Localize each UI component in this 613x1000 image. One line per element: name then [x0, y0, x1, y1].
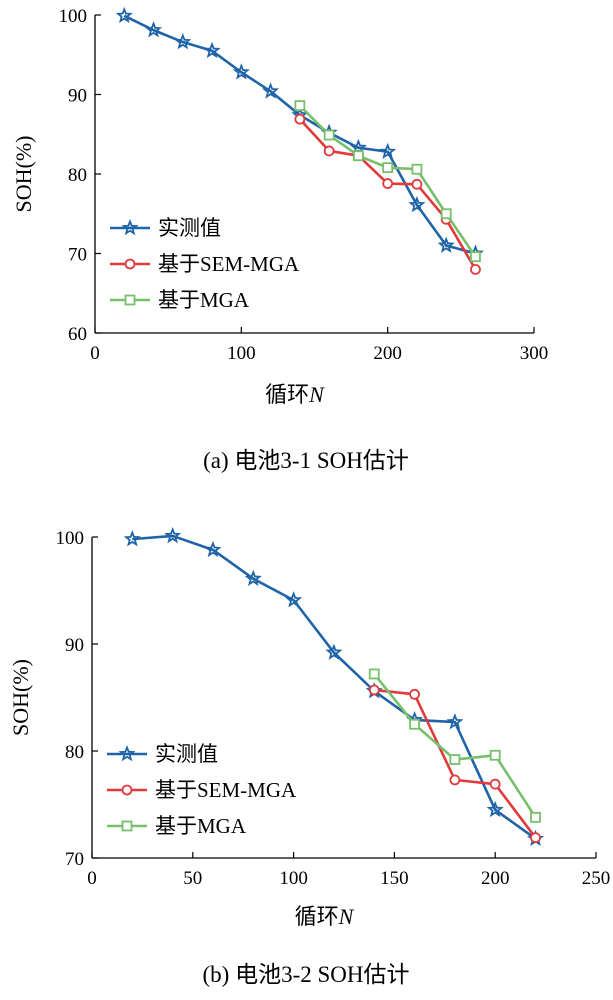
legend-marker: [124, 258, 136, 270]
x-tick-label: 250: [582, 868, 611, 889]
y-tick-label: 80: [68, 165, 87, 186]
data-point: [123, 530, 141, 547]
legend-label: 基于SEM-MGA: [158, 252, 300, 276]
legend-marker: [121, 820, 133, 832]
x-tick-label: 0: [90, 343, 100, 364]
data-point: [285, 591, 303, 608]
series-3: [368, 668, 541, 823]
series-line: [132, 534, 537, 840]
x-axis-title: 循环N: [265, 382, 325, 407]
data-point: [470, 251, 481, 263]
data-point: [294, 113, 306, 125]
legend-label: 基于SEM-MGA: [155, 778, 297, 802]
data-point: [382, 162, 394, 174]
x-tick-label: 100: [227, 343, 256, 364]
data-point: [446, 713, 464, 730]
data-point: [408, 196, 426, 213]
y-tick-label: 90: [65, 635, 84, 656]
series-3: [294, 100, 481, 263]
series-2: [294, 113, 481, 275]
y-tick-label: 100: [56, 528, 85, 549]
chart-caption: (b) 电池3-2 SOH估计: [203, 962, 410, 987]
x-axis-variable: N: [308, 382, 325, 407]
data-point: [262, 82, 280, 99]
chart-2: 70 80 90 100 0 50 100 150 200 250 SOH(%) 循环N 实测值基于SE…: [8, 526, 611, 987]
x-tick-label: 0: [87, 868, 97, 889]
data-point: [411, 178, 423, 190]
y-tick-label: 90: [68, 86, 87, 107]
data-point: [486, 800, 504, 818]
data-point: [323, 129, 335, 141]
data-point: [379, 142, 397, 160]
data-point: [164, 526, 182, 544]
y-axis-title: SOH(%): [8, 659, 33, 736]
y-tick-label: 80: [65, 742, 84, 763]
legend-label: 实测值: [155, 742, 218, 766]
series-2: [368, 684, 541, 844]
chart-1: 60 70 80 90 100 0 100 200 300 SOH(%) 循环N 实测值基于SEM-M…: [11, 6, 548, 473]
x-tick-label: 200: [481, 868, 510, 889]
x-axis-title: 循环N: [295, 904, 355, 929]
x-tick-label: 100: [279, 868, 308, 889]
x-axis-variable: N: [338, 904, 355, 929]
legend-marker: [118, 745, 136, 762]
data-point: [174, 33, 192, 50]
chart-caption: (a) 电池3-1 SOH估计: [203, 448, 409, 473]
legend-label: 基于MGA: [155, 814, 247, 838]
data-point: [530, 811, 541, 823]
x-axis-title-text: 循环: [265, 382, 309, 407]
data-point: [489, 749, 501, 761]
legend-marker: [121, 219, 139, 236]
data-point: [325, 643, 343, 660]
data-point: [115, 6, 133, 24]
data-point: [368, 668, 380, 680]
data-point: [244, 569, 262, 587]
data-point: [411, 163, 423, 175]
legend-marker: [121, 784, 133, 796]
y-tick-label: 60: [68, 324, 87, 345]
data-point: [323, 145, 335, 157]
y-tick-label: 70: [65, 849, 84, 870]
x-axis-title-text: 循环: [295, 904, 339, 929]
x-tick-label: 150: [380, 868, 409, 889]
legend-label: 基于MGA: [158, 288, 250, 312]
data-point: [440, 208, 452, 220]
data-point: [352, 150, 364, 162]
data-point: [449, 754, 461, 765]
data-point: [204, 540, 222, 558]
data-point: [530, 832, 541, 844]
data-point: [489, 778, 501, 790]
y-tick-label: 70: [68, 245, 87, 266]
data-point: [470, 263, 481, 275]
x-tick-label: 300: [520, 343, 549, 364]
data-point: [409, 718, 420, 730]
data-point: [203, 41, 221, 59]
data-point: [382, 178, 394, 189]
data-point: [437, 236, 455, 253]
data-point: [409, 688, 420, 700]
data-point: [144, 21, 163, 38]
x-tick-label: 50: [183, 868, 202, 889]
data-point: [368, 684, 380, 696]
data-point: [294, 100, 306, 112]
legend-label: 实测值: [158, 216, 221, 240]
y-tick-label: 100: [59, 6, 88, 27]
y-axis-title: SOH(%): [11, 136, 36, 213]
data-point: [232, 63, 250, 80]
series-line: [373, 673, 537, 819]
x-tick-label: 200: [373, 343, 402, 364]
legend-marker: [124, 294, 136, 306]
data-point: [449, 774, 461, 786]
